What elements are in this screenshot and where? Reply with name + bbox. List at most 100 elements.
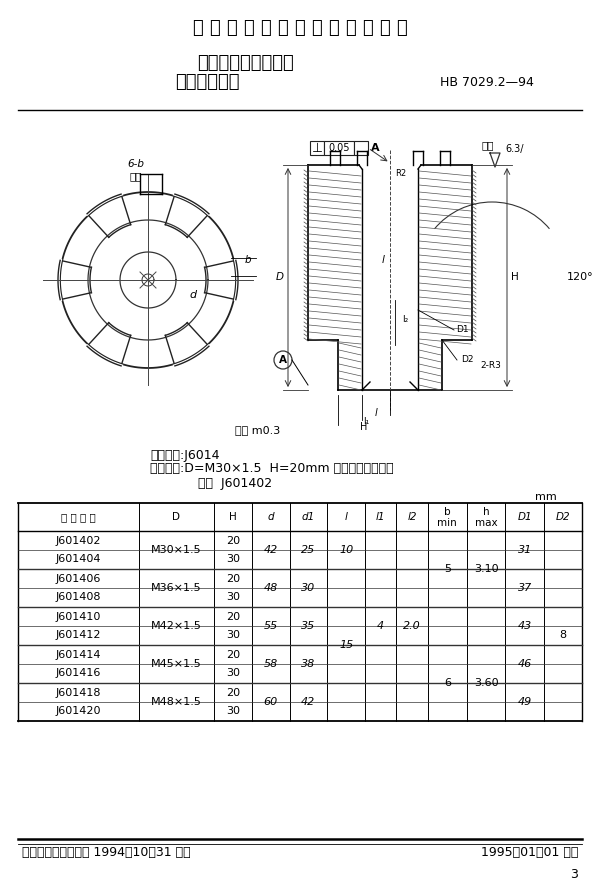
Text: 2.0: 2.0 (403, 621, 421, 631)
Text: M42×1.5: M42×1.5 (151, 621, 202, 631)
Text: 30: 30 (226, 630, 240, 641)
Text: 固纹 m0.3: 固纹 m0.3 (235, 425, 280, 435)
Text: D1: D1 (455, 325, 469, 334)
Text: 46: 46 (518, 659, 532, 669)
Text: 3.60: 3.60 (474, 678, 499, 688)
Text: l₂: l₂ (402, 316, 408, 324)
Text: l1: l1 (376, 512, 385, 522)
Text: 25: 25 (301, 545, 316, 555)
Text: 55: 55 (263, 621, 278, 631)
Text: 20: 20 (226, 536, 240, 545)
Text: max: max (475, 518, 497, 528)
Text: 4: 4 (377, 621, 384, 631)
Text: 35: 35 (301, 621, 316, 631)
FancyBboxPatch shape (354, 141, 368, 155)
Text: 2-R3: 2-R3 (480, 361, 501, 370)
Text: mm: mm (535, 492, 557, 502)
Text: 0.05: 0.05 (328, 143, 350, 153)
Text: 120°: 120° (567, 272, 593, 282)
Text: A: A (279, 355, 287, 365)
Text: 20: 20 (226, 612, 240, 621)
Text: 带槽滚花螺母: 带槽滚花螺母 (175, 73, 239, 91)
Text: 6: 6 (444, 678, 451, 688)
Text: b: b (444, 507, 451, 517)
Text: 15: 15 (339, 640, 353, 650)
Text: J601404: J601404 (56, 554, 101, 565)
Text: d1: d1 (302, 512, 315, 522)
Text: J601420: J601420 (56, 706, 101, 717)
Text: H: H (361, 422, 368, 432)
Text: A: A (371, 143, 379, 153)
Text: M45×1.5: M45×1.5 (151, 659, 202, 669)
Text: 60: 60 (263, 697, 278, 707)
Text: 中国航空工业总公司 1994－10－31 发布: 中国航空工业总公司 1994－10－31 发布 (22, 847, 191, 859)
Text: J601402: J601402 (56, 536, 101, 545)
Text: J601410: J601410 (56, 612, 101, 621)
Text: 37: 37 (518, 583, 532, 593)
Text: M48×1.5: M48×1.5 (151, 697, 202, 707)
Text: 30: 30 (226, 554, 240, 565)
Text: 20: 20 (226, 688, 240, 697)
Text: 标 记 代 号: 标 记 代 号 (61, 512, 95, 522)
Text: D2: D2 (461, 355, 473, 364)
Text: 30: 30 (301, 583, 316, 593)
Text: 1995－01－01 实施: 1995－01－01 实施 (481, 847, 578, 859)
Text: 43: 43 (518, 621, 532, 631)
Text: H: H (229, 512, 237, 522)
Text: d: d (268, 512, 274, 522)
Text: H: H (511, 272, 519, 282)
Text: h: h (483, 507, 490, 517)
Text: 30: 30 (226, 592, 240, 603)
Text: 剖视: 剖视 (130, 171, 142, 181)
Text: 3: 3 (570, 868, 578, 881)
Text: 5: 5 (444, 564, 451, 574)
Text: D2: D2 (556, 512, 571, 522)
Text: J601414: J601414 (56, 650, 101, 659)
Text: 8: 8 (560, 630, 566, 641)
Text: 中 华 人 民 共 和 国 航 空 工 业 标 准: 中 华 人 民 共 和 国 航 空 工 业 标 准 (193, 19, 407, 37)
Text: 31: 31 (518, 545, 532, 555)
Text: 分类代号:J6014: 分类代号:J6014 (150, 448, 220, 461)
Text: HB 7029.2—94: HB 7029.2—94 (440, 75, 534, 88)
Text: l: l (382, 255, 385, 265)
Text: D1: D1 (518, 512, 532, 522)
Text: 48: 48 (263, 583, 278, 593)
Text: d: d (190, 290, 197, 300)
Text: D: D (172, 512, 180, 522)
Text: 20: 20 (226, 574, 240, 583)
Text: M30×1.5: M30×1.5 (151, 545, 202, 555)
Text: J601408: J601408 (56, 592, 101, 603)
Text: 58: 58 (263, 659, 278, 669)
Text: 3.10: 3.10 (474, 564, 499, 574)
Text: 10: 10 (339, 545, 353, 555)
Text: 20: 20 (226, 650, 240, 659)
Text: J601412: J601412 (56, 630, 101, 641)
Text: l₁: l₁ (363, 416, 369, 425)
Text: 螺母  J601402: 螺母 J601402 (198, 476, 272, 490)
Text: ⊥: ⊥ (311, 141, 322, 155)
Text: J601418: J601418 (56, 688, 101, 697)
Text: J601416: J601416 (56, 668, 101, 679)
Text: 42: 42 (301, 697, 316, 707)
Text: 其余: 其余 (482, 140, 494, 150)
Text: b: b (245, 255, 251, 265)
Text: 标记示例:D=M30×1.5  H=20mm 的带槽滚花螺母：: 标记示例:D=M30×1.5 H=20mm 的带槽滚花螺母： (150, 462, 394, 476)
Text: 30: 30 (226, 668, 240, 679)
FancyBboxPatch shape (324, 141, 354, 155)
Text: l: l (374, 408, 377, 418)
Text: 夹具通用元件紧固件: 夹具通用元件紧固件 (197, 54, 293, 72)
Text: R2: R2 (395, 169, 406, 178)
Text: 30: 30 (226, 706, 240, 717)
Text: 38: 38 (301, 659, 316, 669)
Text: 6-b: 6-b (128, 159, 145, 169)
Text: D: D (276, 272, 284, 282)
Text: 6.3/: 6.3/ (505, 144, 523, 154)
Text: l2: l2 (407, 512, 417, 522)
Text: J601406: J601406 (56, 574, 101, 583)
Text: 42: 42 (263, 545, 278, 555)
Text: min: min (437, 518, 457, 528)
Text: 49: 49 (518, 697, 532, 707)
Text: M36×1.5: M36×1.5 (151, 583, 202, 593)
FancyBboxPatch shape (310, 141, 324, 155)
Text: l: l (344, 512, 347, 522)
